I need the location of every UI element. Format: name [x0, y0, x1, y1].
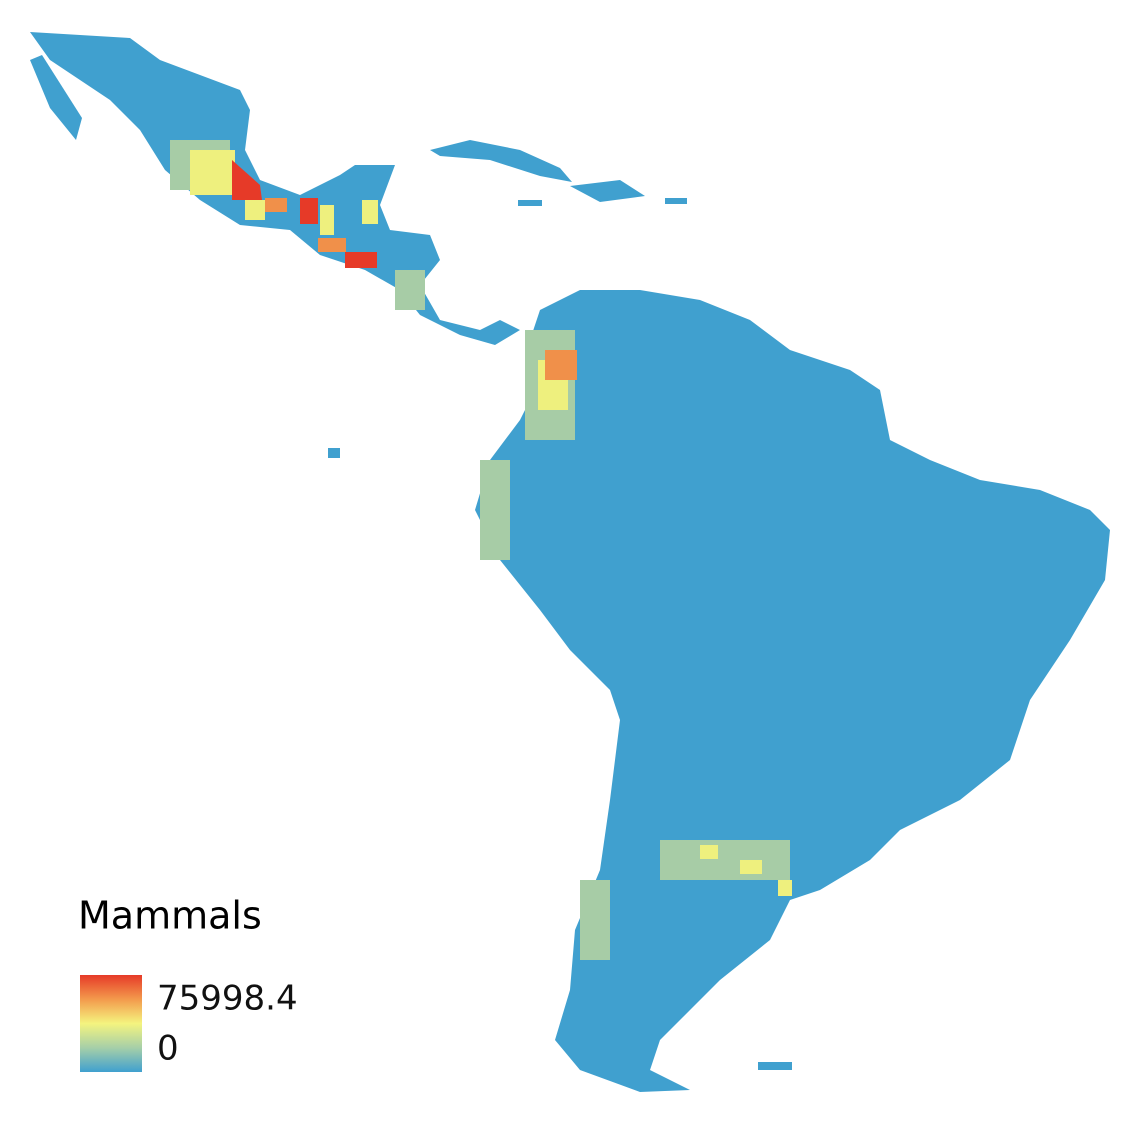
cell [545, 350, 577, 380]
jamaica [518, 200, 542, 206]
legend-ramp [80, 975, 142, 1072]
hispaniola [570, 180, 645, 202]
cell [318, 238, 346, 252]
landmass [30, 32, 1110, 1092]
baja-california [30, 55, 82, 140]
south-america [475, 290, 1110, 1092]
cell [300, 198, 318, 224]
cell [395, 270, 425, 310]
puerto-rico [665, 198, 687, 204]
cell [320, 205, 334, 235]
legend-max: 75998.4 [157, 979, 298, 1019]
mexico-central-america [30, 32, 520, 345]
cell [232, 160, 262, 200]
cell [480, 460, 510, 560]
legend-title: Mammals [78, 894, 262, 938]
cell [265, 198, 287, 212]
cell [190, 150, 235, 195]
galapagos [328, 448, 340, 458]
legend: Mammals 75998.4 0 [78, 894, 298, 1072]
cell [580, 880, 610, 960]
falklands [758, 1062, 792, 1070]
cell [740, 860, 762, 874]
cell [660, 840, 790, 880]
hotspots [170, 140, 792, 960]
legend-min: 0 [157, 1029, 179, 1069]
cuba [430, 140, 572, 182]
cell [362, 200, 378, 224]
cell [700, 845, 718, 859]
cell [345, 252, 377, 268]
cell [245, 200, 265, 220]
cell [778, 880, 792, 896]
